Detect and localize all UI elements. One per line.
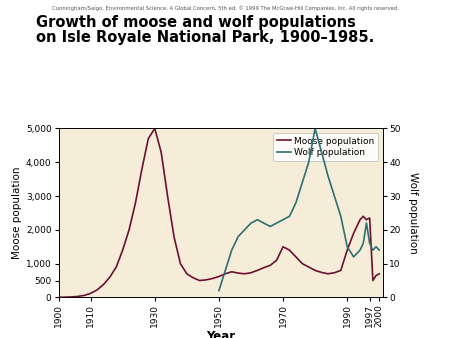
Wolf population	[338, 214, 343, 218]
Moose population	[94, 288, 100, 292]
Moose population	[377, 272, 382, 276]
Moose population	[139, 167, 144, 171]
Wolf population	[312, 126, 318, 130]
Wolf population	[267, 224, 273, 228]
Wolf population	[345, 245, 350, 249]
Text: Cunningham/Saigo, Environmental Science, A Global Concern, 5th ed. © 1999 The Mc: Cunningham/Saigo, Environmental Science,…	[51, 5, 399, 11]
Wolf population	[332, 194, 337, 198]
Wolf population	[306, 160, 311, 164]
Wolf population	[235, 235, 241, 239]
Y-axis label: Moose population: Moose population	[12, 167, 22, 259]
Wolf population	[360, 241, 366, 245]
Wolf population	[274, 221, 279, 225]
Wolf population	[354, 251, 360, 256]
Wolf population	[293, 201, 299, 205]
Wolf population	[229, 248, 234, 252]
Wolf population	[300, 180, 305, 185]
Wolf population	[242, 228, 247, 232]
Wolf population	[367, 241, 372, 245]
Text: Growth of moose and wolf populations: Growth of moose and wolf populations	[36, 15, 356, 30]
Moose population	[152, 126, 158, 130]
Wolf population	[216, 289, 221, 293]
Wolf population	[261, 221, 266, 225]
Legend: Moose population, Wolf population: Moose population, Wolf population	[273, 133, 378, 161]
Wolf population	[377, 248, 382, 252]
Line: Moose population: Moose population	[58, 128, 379, 297]
Wolf population	[319, 150, 324, 154]
Moose population	[360, 214, 366, 218]
Moose population	[374, 273, 379, 277]
Line: Wolf population: Wolf population	[219, 128, 379, 291]
Wolf population	[248, 221, 254, 225]
Wolf population	[364, 221, 369, 225]
Moose population	[56, 295, 61, 299]
Wolf population	[370, 248, 376, 252]
Wolf population	[351, 255, 356, 259]
X-axis label: Year: Year	[206, 330, 235, 338]
Wolf population	[255, 218, 260, 222]
Moose population	[190, 276, 196, 280]
Y-axis label: Wolf population: Wolf population	[408, 172, 418, 254]
Wolf population	[325, 174, 331, 178]
Text: on Isle Royale National Park, 1900–1985.: on Isle Royale National Park, 1900–1985.	[36, 30, 374, 45]
Wolf population	[223, 268, 228, 272]
Moose population	[120, 248, 126, 252]
Wolf population	[287, 214, 292, 218]
Wolf population	[357, 248, 363, 252]
Wolf population	[280, 218, 286, 222]
Wolf population	[374, 245, 379, 249]
